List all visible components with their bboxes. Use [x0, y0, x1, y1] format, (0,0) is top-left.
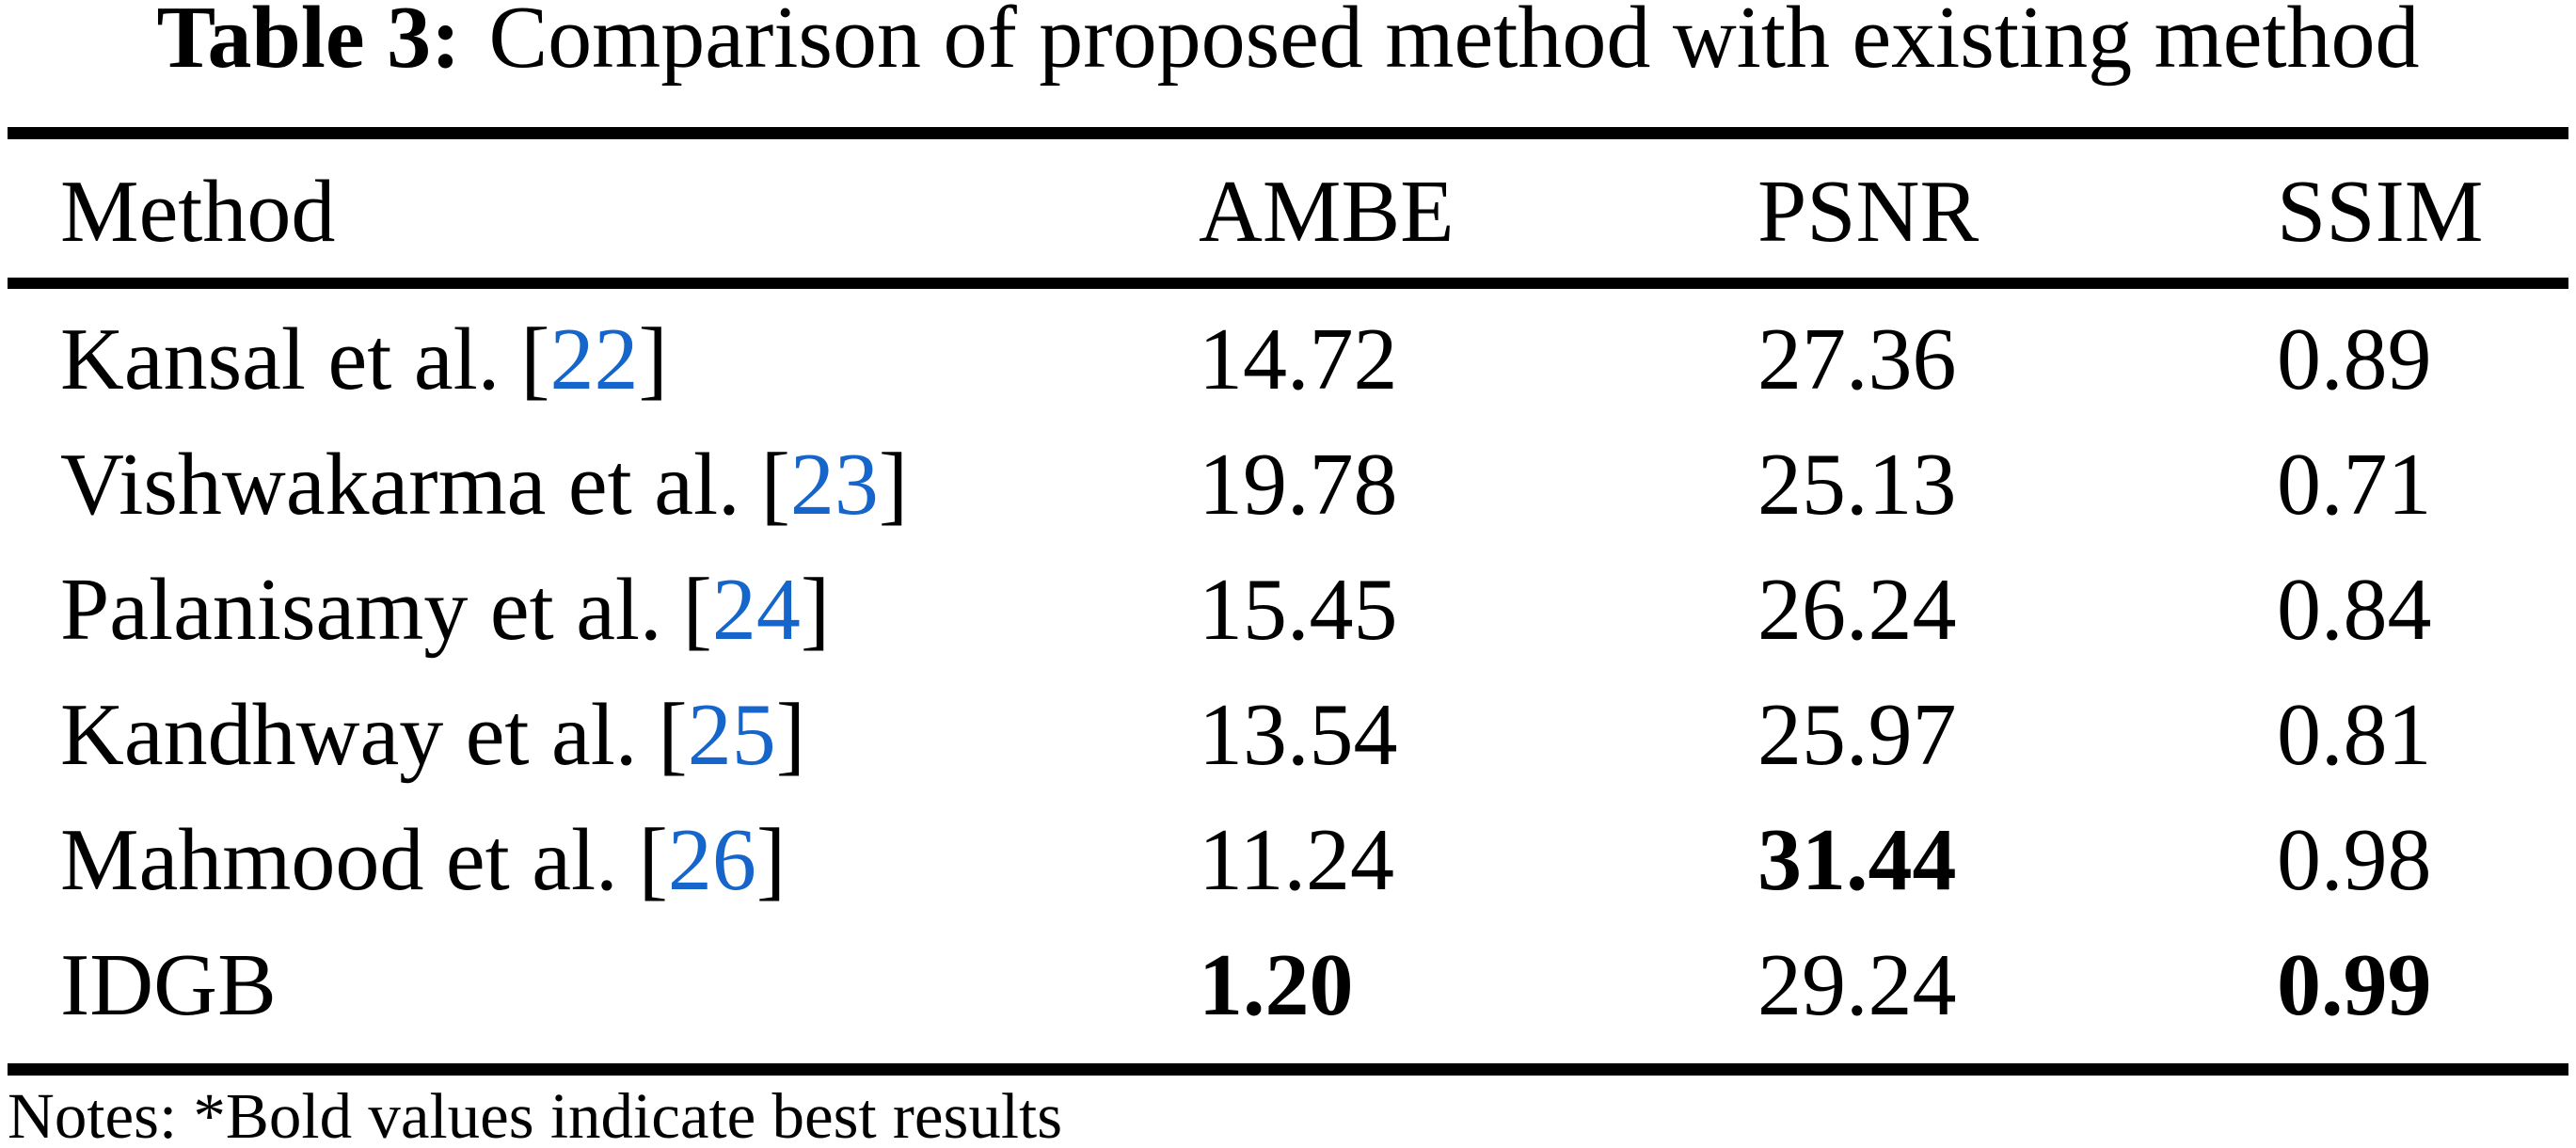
- citation-bracket-close: ]: [638, 311, 668, 408]
- psnr-value-cell: 26.24: [1757, 561, 1957, 659]
- citation-bracket-open: [: [760, 436, 790, 534]
- citation-number: 24: [711, 561, 801, 659]
- psnr-value-cell: 31.44: [1757, 811, 1957, 909]
- table-caption: Table 3: Comparison of proposed method wi…: [0, 0, 2576, 83]
- table-row: Kansal et al. [22] 14.72 27.36 0.89: [0, 297, 2576, 423]
- citation-link[interactable]: [23]: [761, 436, 909, 534]
- citation-bracket-open: [: [638, 811, 668, 909]
- citation-bracket-open: [: [520, 311, 550, 408]
- table-row: Kandhway et al. [25] 13.54 25.97 0.81: [0, 673, 2576, 798]
- ssim-value-cell: 0.98: [2277, 811, 2432, 909]
- ambe-value-cell: 15.45: [1199, 561, 1398, 659]
- method-cell: Mahmood et al. [26]: [60, 798, 786, 923]
- ssim-value-cell: 0.71: [2277, 436, 2432, 534]
- method-name: Palanisamy et al.: [60, 561, 662, 659]
- ambe-value-cell: 1.20: [1199, 936, 1354, 1034]
- column-header-ssim: SSIM: [2277, 163, 2484, 261]
- table-row: IDGB 1.20 29.24 0.99: [0, 923, 2576, 1048]
- citation-bracket-close: ]: [755, 811, 787, 909]
- method-cell: Palanisamy et al. [24]: [60, 548, 830, 673]
- citation-number: 23: [789, 436, 879, 534]
- column-header-ambe: AMBE: [1199, 163, 1455, 261]
- citation-number: 26: [667, 811, 756, 909]
- citation-bracket-close: ]: [800, 561, 831, 659]
- ambe-value-cell: 19.78: [1199, 436, 1398, 534]
- citation-bracket-open: [: [682, 561, 712, 659]
- citation-link[interactable]: [26]: [639, 811, 787, 909]
- header-rule: [8, 278, 2568, 289]
- table-row: Palanisamy et al. [24] 15.45 26.24 0.84: [0, 548, 2576, 673]
- table-header-row: Method AMBE PSNR SSIM: [0, 155, 2576, 268]
- citation-link[interactable]: [22]: [520, 311, 668, 408]
- method-cell: Vishwakarma et al. [23]: [60, 423, 908, 548]
- psnr-value-cell: 25.97: [1757, 686, 1957, 784]
- table-row: Vishwakarma et al. [23] 19.78 25.13 0.71: [0, 423, 2576, 548]
- method-name: Mahmood et al.: [60, 811, 618, 909]
- psnr-value-cell: 27.36: [1757, 311, 1957, 408]
- citation-number: 25: [687, 686, 776, 784]
- notes-text: Notes: *Bold values indicate best result…: [8, 1080, 1063, 1148]
- column-header-method: Method: [60, 163, 336, 261]
- bottom-rule: [8, 1063, 2568, 1076]
- citation-number: 22: [549, 311, 639, 408]
- table-caption-text: Comparison of proposed method with exist…: [488, 0, 2420, 87]
- citation-bracket-close: ]: [775, 686, 806, 784]
- ambe-value-cell: 13.54: [1199, 686, 1398, 784]
- ambe-value-cell: 14.72: [1199, 311, 1398, 408]
- method-name: Kandhway et al.: [60, 686, 638, 784]
- table-body: Kansal et al. [22] 14.72 27.36 0.89 Vishw…: [0, 297, 2576, 1048]
- table-caption-label: Table 3:: [156, 0, 461, 87]
- column-header-psnr: PSNR: [1757, 163, 1980, 261]
- citation-link[interactable]: [24]: [683, 561, 831, 659]
- top-rule: [8, 127, 2568, 139]
- method-name: IDGB: [60, 936, 277, 1034]
- method-name: Vishwakarma et al.: [60, 436, 740, 534]
- method-cell: Kandhway et al. [25]: [60, 673, 805, 798]
- psnr-value-cell: 25.13: [1757, 436, 1957, 534]
- ssim-value-cell: 0.84: [2277, 561, 2432, 659]
- citation-bracket-open: [: [658, 686, 688, 784]
- method-cell: Kansal et al. [22]: [60, 297, 668, 423]
- citation-bracket-close: ]: [878, 436, 909, 534]
- table-row: Mahmood et al. [26] 11.24 31.44 0.98: [0, 798, 2576, 923]
- ssim-value-cell: 0.89: [2277, 311, 2432, 408]
- ssim-value-cell: 0.81: [2277, 686, 2432, 784]
- citation-link[interactable]: [25]: [658, 686, 805, 784]
- psnr-value-cell: 29.24: [1757, 936, 1957, 1034]
- method-cell: IDGB: [60, 923, 277, 1048]
- method-name: Kansal et al.: [60, 311, 501, 408]
- ambe-value-cell: 11.24: [1199, 811, 1395, 909]
- ssim-value-cell: 0.99: [2277, 936, 2432, 1034]
